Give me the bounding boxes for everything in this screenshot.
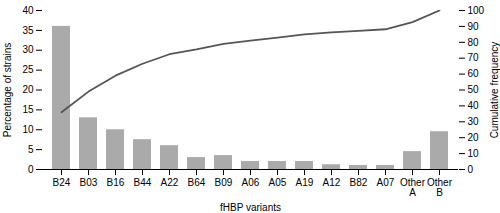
svg-text:5: 5 xyxy=(28,144,34,155)
svg-text:A12: A12 xyxy=(323,177,341,188)
svg-text:A07: A07 xyxy=(377,177,395,188)
svg-text:A22: A22 xyxy=(161,177,179,188)
svg-text:15: 15 xyxy=(22,104,34,115)
svg-text:30: 30 xyxy=(468,116,480,127)
svg-text:90: 90 xyxy=(468,21,480,32)
svg-text:100: 100 xyxy=(468,5,485,16)
svg-text:60: 60 xyxy=(468,68,480,79)
svg-text:35: 35 xyxy=(22,25,34,36)
svg-text:B09: B09 xyxy=(215,177,233,188)
svg-text:B16: B16 xyxy=(107,177,125,188)
svg-text:20: 20 xyxy=(468,132,480,143)
svg-text:30: 30 xyxy=(22,44,34,55)
svg-text:20: 20 xyxy=(22,84,34,95)
svg-text:25: 25 xyxy=(22,64,34,75)
svg-text:B64: B64 xyxy=(188,177,206,188)
svg-text:80: 80 xyxy=(468,37,480,48)
svg-text:OtherB: OtherB xyxy=(427,177,453,198)
svg-text:B03: B03 xyxy=(80,177,98,188)
svg-text:OtherA: OtherA xyxy=(400,177,426,198)
svg-text:Percentage of strains: Percentage of strains xyxy=(2,43,13,138)
svg-text:A06: A06 xyxy=(242,177,260,188)
svg-text:B82: B82 xyxy=(350,177,368,188)
svg-text:10: 10 xyxy=(468,148,480,159)
svg-text:fHBP variants: fHBP variants xyxy=(220,202,281,213)
svg-text:40: 40 xyxy=(468,100,480,111)
svg-text:Cumulative frequency: Cumulative frequency xyxy=(489,42,500,139)
svg-text:0: 0 xyxy=(468,164,474,175)
svg-text:70: 70 xyxy=(468,52,480,63)
svg-text:A19: A19 xyxy=(296,177,314,188)
svg-text:0: 0 xyxy=(28,164,34,175)
svg-text:50: 50 xyxy=(468,84,480,95)
svg-text:40: 40 xyxy=(22,5,34,16)
svg-text:A05: A05 xyxy=(269,177,287,188)
svg-text:B44: B44 xyxy=(134,177,152,188)
svg-text:B24: B24 xyxy=(53,177,71,188)
svg-text:10: 10 xyxy=(22,124,34,135)
